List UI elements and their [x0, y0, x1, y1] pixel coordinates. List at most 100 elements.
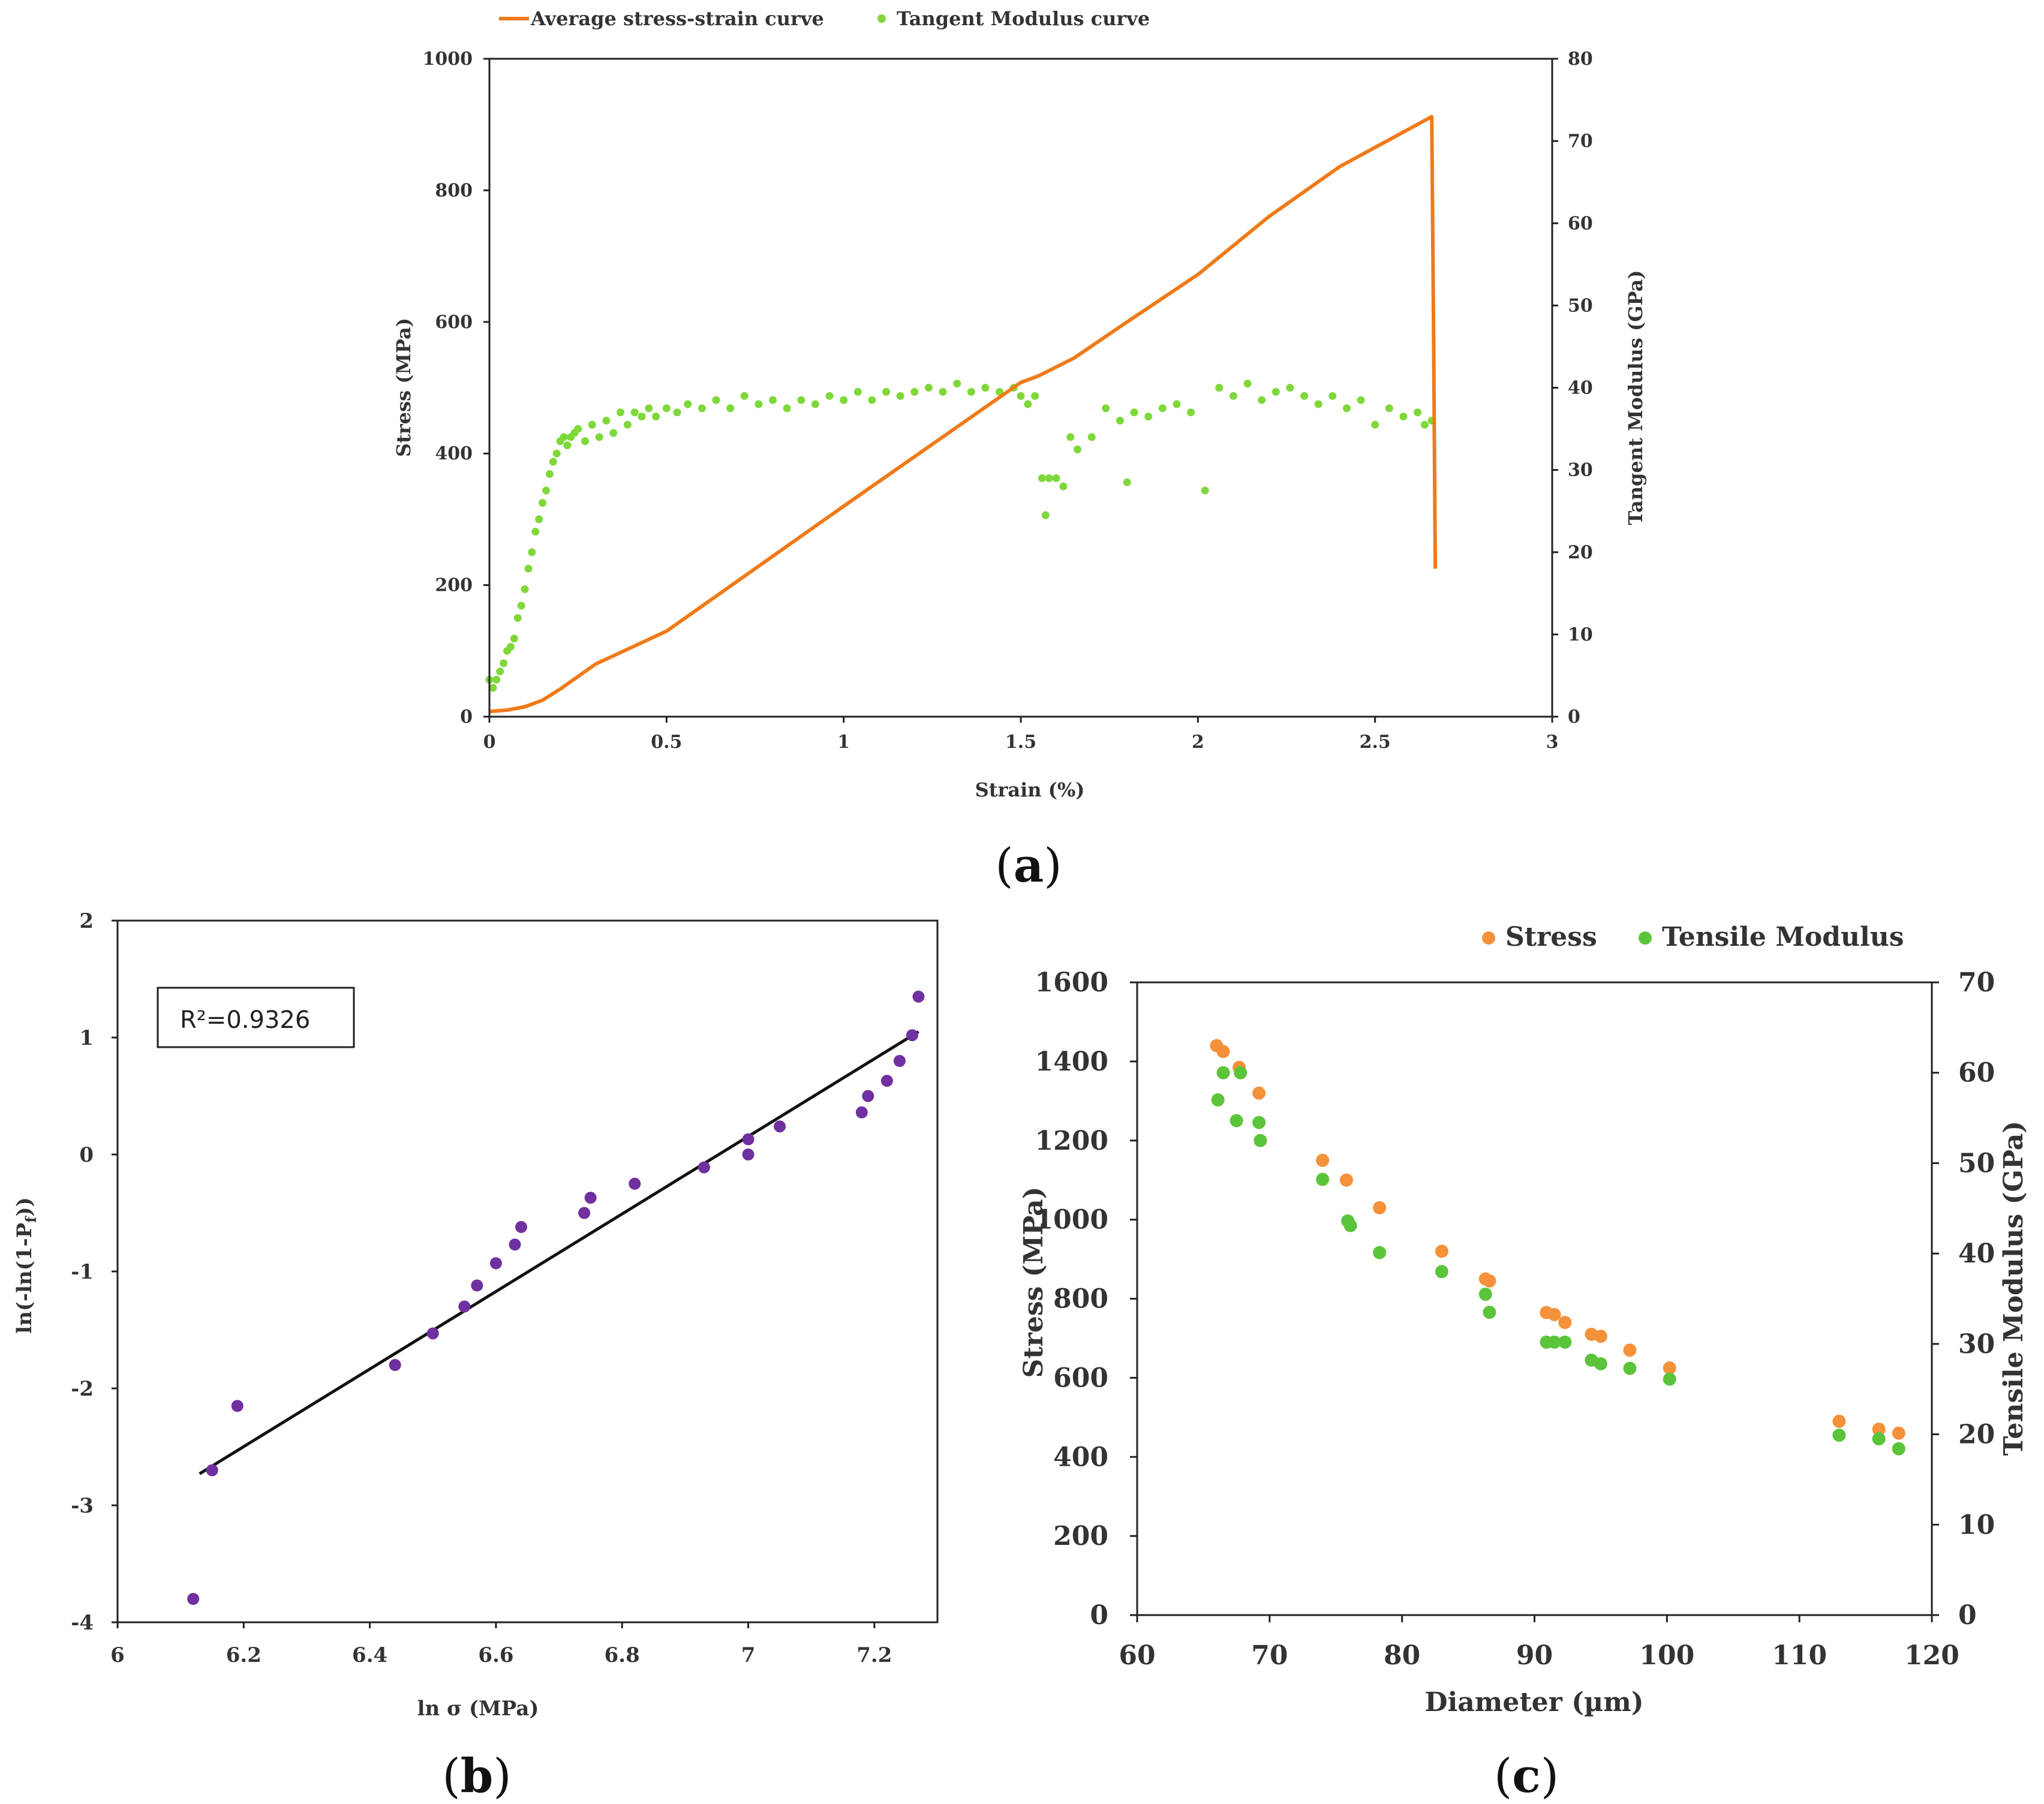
legend-a: Average stress-strain curve Tangent Modu… [499, 7, 1150, 30]
modulus-point [1041, 511, 1050, 519]
modulus-point [513, 614, 522, 622]
modulus-point [712, 396, 720, 404]
weibull-point [584, 1192, 597, 1204]
modulus-point [552, 449, 561, 458]
weibull-point [426, 1327, 439, 1340]
modulus-point [1074, 445, 1082, 453]
x-tick-label-b: 7 [741, 1643, 756, 1667]
y2-tick-label-c: 50 [1958, 1148, 1995, 1178]
modulus-point [1420, 420, 1429, 429]
modulus-point [1201, 486, 1209, 495]
weibull-point [389, 1359, 401, 1371]
weibull-point [698, 1161, 710, 1174]
panel-label-c: (c) [1494, 1749, 1559, 1803]
modulus-point [542, 486, 551, 495]
stress-point [1547, 1307, 1561, 1321]
modulus-point [910, 387, 919, 396]
y-tick-label-a: 600 [435, 312, 473, 333]
modulus-point [1052, 474, 1060, 482]
legend-c-stress-swatch [1482, 931, 1495, 945]
modulus-point [1594, 1357, 1607, 1371]
stress-point [1623, 1343, 1637, 1357]
modulus-point [595, 433, 603, 441]
y2-tick-label-a: 50 [1568, 295, 1593, 316]
modulus-point [1243, 380, 1252, 388]
modulus-point [510, 635, 518, 643]
modulus-point [1316, 1172, 1330, 1186]
modulus-point [1258, 396, 1266, 404]
stress-strain-line [489, 115, 1438, 714]
modulus-point [1663, 1372, 1676, 1386]
modulus-point [1872, 1432, 1886, 1446]
modulus-point [662, 404, 671, 413]
modulus-point [492, 675, 501, 684]
weibull-point [515, 1220, 527, 1233]
panel-label-a: (a) [995, 838, 1062, 893]
modulus-point [1211, 1093, 1225, 1107]
modulus-point [539, 498, 547, 507]
modulus-point [1173, 400, 1181, 408]
y-tick-label-b: 1 [79, 1026, 94, 1050]
modulus-point [1144, 412, 1153, 420]
modulus-point [563, 441, 572, 449]
stress-point [1483, 1274, 1496, 1288]
y2-tick-label-a: 60 [1568, 213, 1593, 234]
modulus-point [623, 420, 632, 429]
y-tick-label-c: 1400 [1035, 1047, 1108, 1077]
y-tick-label-b: -2 [71, 1377, 94, 1401]
x-tick-label-a: 0.5 [651, 732, 682, 753]
weibull-point [742, 1133, 755, 1145]
modulus-point [967, 387, 975, 396]
y2-tick-label-c: 0 [1958, 1600, 1977, 1631]
y2-tick-label-a: 30 [1568, 460, 1593, 481]
x-tick-label-b: 6.4 [352, 1643, 387, 1667]
r-squared-annotation: R²=0.9326 [180, 1006, 310, 1034]
y2-tick-label-c: 30 [1958, 1329, 1995, 1360]
modulus-point [496, 668, 504, 676]
modulus-point [602, 416, 611, 425]
stress-point [1663, 1361, 1676, 1375]
y-tick-label-c: 800 [1053, 1284, 1108, 1315]
modulus-point [545, 470, 554, 478]
y-tick-label-c: 0 [1090, 1600, 1108, 1631]
modulus-point [1414, 408, 1422, 417]
y-tick-label-a: 1000 [423, 49, 473, 70]
modulus-point [1158, 404, 1167, 413]
weibull-point [774, 1120, 786, 1133]
modulus-point [840, 396, 848, 404]
y-tick-label-c: 200 [1053, 1521, 1108, 1552]
x-tick-label-c: 100 [1639, 1640, 1694, 1671]
x-tick-label-b: 7.2 [856, 1643, 892, 1667]
modulus-point [517, 602, 525, 610]
weibull-point [231, 1400, 244, 1412]
y2-tick-label-c: 40 [1958, 1238, 1995, 1269]
y2-axis-label-c: Tensile Modulus (GPa) [1998, 1121, 2029, 1456]
y-tick-label-a: 400 [435, 443, 473, 464]
weibull-point [855, 1106, 868, 1119]
modulus-point [1399, 412, 1408, 420]
weibull-point [912, 990, 925, 1003]
modulus-point [531, 527, 540, 536]
modulus-point [673, 408, 681, 417]
modulus-point [524, 564, 533, 573]
modulus-point [630, 408, 639, 417]
plot-area-a [488, 58, 1553, 718]
x-tick-label-a: 1 [837, 732, 850, 753]
modulus-point [853, 387, 862, 396]
modulus-point [1038, 474, 1046, 482]
y-tick-label-c: 600 [1053, 1363, 1108, 1393]
x-tick-label-c: 110 [1772, 1640, 1827, 1671]
modulus-point [1116, 416, 1124, 425]
x-tick-label-b: 6 [110, 1643, 125, 1667]
x-axis-label-a: Strain (%) [975, 778, 1085, 801]
modulus-point [939, 387, 947, 396]
x-tick-label-a: 0 [483, 732, 496, 753]
modulus-point [1343, 1219, 1357, 1232]
y2-tick-label-c: 10 [1958, 1510, 1995, 1540]
panel-label-a-letter: a [1014, 838, 1044, 893]
y2-tick-label-c: 20 [1958, 1420, 1995, 1450]
modulus-point [521, 585, 529, 593]
modulus-point [1066, 433, 1075, 441]
y-tick-label-a: 200 [435, 575, 473, 596]
